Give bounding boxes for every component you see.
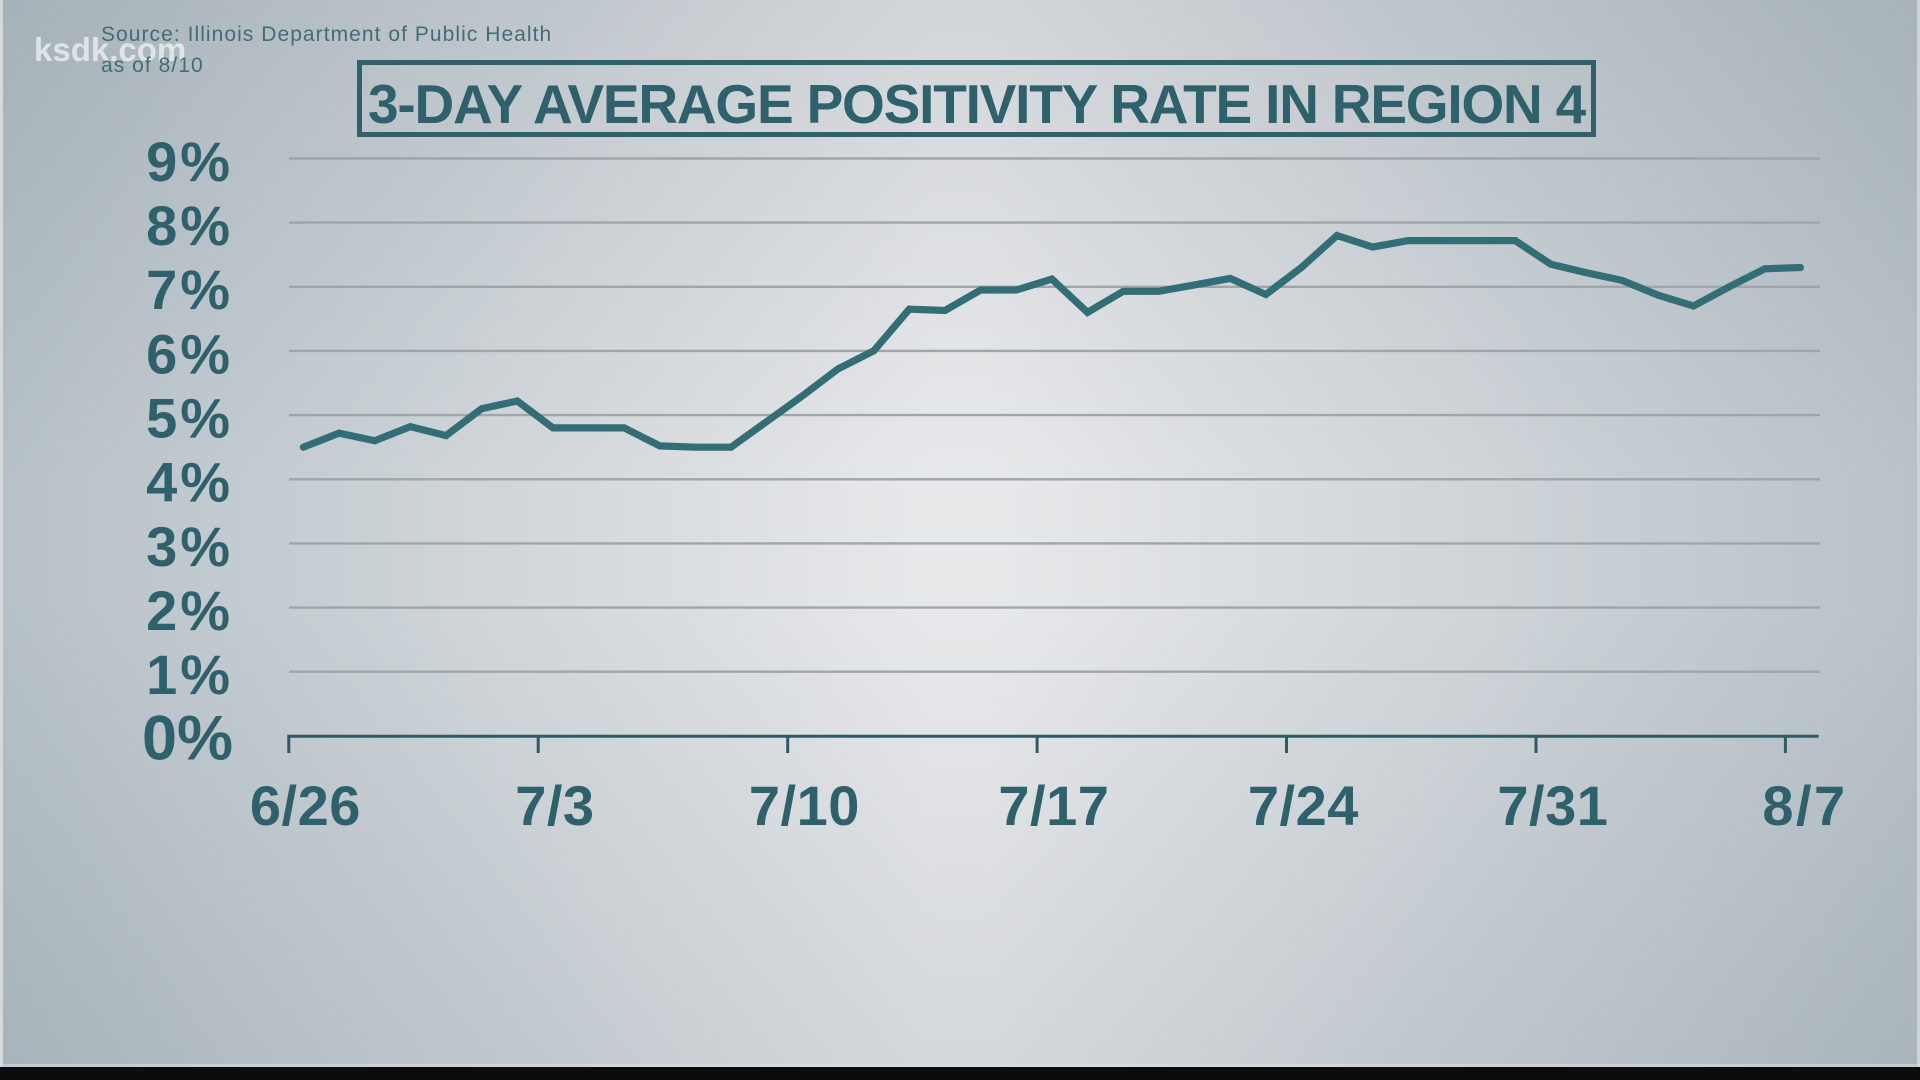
svg-text:8/7: 8/7 xyxy=(1762,774,1847,837)
svg-text:0%: 0% xyxy=(142,704,233,774)
svg-text:7/17: 7/17 xyxy=(998,774,1109,837)
svg-text:2%: 2% xyxy=(146,579,233,642)
svg-text:7/3: 7/3 xyxy=(515,774,594,837)
svg-text:7/31: 7/31 xyxy=(1497,774,1608,837)
svg-text:7/10: 7/10 xyxy=(749,774,860,837)
svg-text:5%: 5% xyxy=(146,387,233,450)
svg-text:6/26: 6/26 xyxy=(250,774,361,837)
svg-text:6%: 6% xyxy=(146,322,233,385)
svg-text:7/24: 7/24 xyxy=(1248,774,1359,837)
svg-text:4%: 4% xyxy=(146,451,233,514)
svg-text:1%: 1% xyxy=(146,643,233,706)
svg-text:8%: 8% xyxy=(146,194,233,257)
svg-text:3%: 3% xyxy=(146,515,233,578)
svg-text:9%: 9% xyxy=(146,130,233,193)
svg-text:7%: 7% xyxy=(146,258,233,321)
